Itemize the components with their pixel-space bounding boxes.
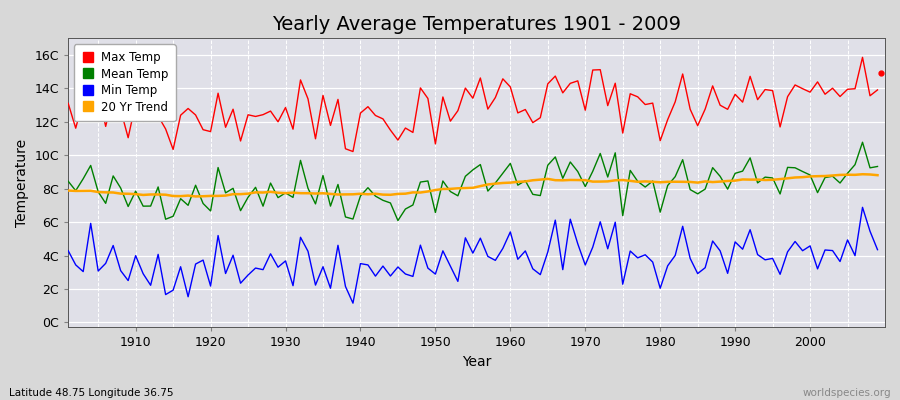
20 Yr Trend xyxy=(122,191,133,196)
20 Yr Trend xyxy=(190,194,201,199)
Max Temp xyxy=(333,97,344,102)
20 Yr Trend xyxy=(505,180,516,185)
Text: Latitude 48.75 Longitude 36.75: Latitude 48.75 Longitude 36.75 xyxy=(9,388,174,398)
Min Temp xyxy=(63,248,74,253)
20 Yr Trend xyxy=(857,172,868,177)
20 Yr Trend xyxy=(872,173,883,178)
Mean Temp xyxy=(63,179,74,184)
Min Temp xyxy=(505,230,516,234)
Mean Temp xyxy=(122,204,133,209)
Mean Temp xyxy=(392,218,403,223)
20 Yr Trend xyxy=(63,188,74,193)
Mean Temp xyxy=(505,161,516,166)
Line: Min Temp: Min Temp xyxy=(68,207,878,303)
Mean Temp xyxy=(333,182,344,187)
Mean Temp xyxy=(288,195,299,200)
Min Temp xyxy=(872,247,883,252)
Legend: Max Temp, Mean Temp, Min Temp, 20 Yr Trend: Max Temp, Mean Temp, Min Temp, 20 Yr Tre… xyxy=(74,44,176,121)
Min Temp xyxy=(122,278,133,283)
Mean Temp xyxy=(857,140,868,145)
20 Yr Trend xyxy=(602,179,613,184)
Max Temp xyxy=(872,88,883,92)
Min Temp xyxy=(602,246,613,251)
Max Temp xyxy=(857,55,868,60)
Line: Mean Temp: Mean Temp xyxy=(68,142,878,220)
X-axis label: Year: Year xyxy=(462,355,491,369)
20 Yr Trend xyxy=(340,192,351,197)
Text: worldspecies.org: worldspecies.org xyxy=(803,388,891,398)
Max Temp xyxy=(512,110,523,115)
Mean Temp xyxy=(512,183,523,188)
Min Temp xyxy=(347,301,358,306)
Max Temp xyxy=(602,103,613,108)
Min Temp xyxy=(288,283,299,288)
20 Yr Trend xyxy=(295,191,306,196)
Max Temp xyxy=(63,101,74,106)
Mean Temp xyxy=(872,164,883,169)
Title: Yearly Average Temperatures 1901 - 2009: Yearly Average Temperatures 1901 - 2009 xyxy=(272,15,681,34)
Min Temp xyxy=(512,257,523,262)
Max Temp xyxy=(288,127,299,132)
Max Temp xyxy=(505,84,516,89)
Mean Temp xyxy=(602,175,613,180)
Line: 20 Yr Trend: 20 Yr Trend xyxy=(68,174,878,196)
Line: Max Temp: Max Temp xyxy=(68,57,878,152)
Y-axis label: Temperature: Temperature xyxy=(15,139,29,227)
Max Temp xyxy=(122,135,133,140)
Min Temp xyxy=(857,205,868,210)
Max Temp xyxy=(347,149,358,154)
Min Temp xyxy=(333,243,344,248)
20 Yr Trend xyxy=(512,180,523,184)
